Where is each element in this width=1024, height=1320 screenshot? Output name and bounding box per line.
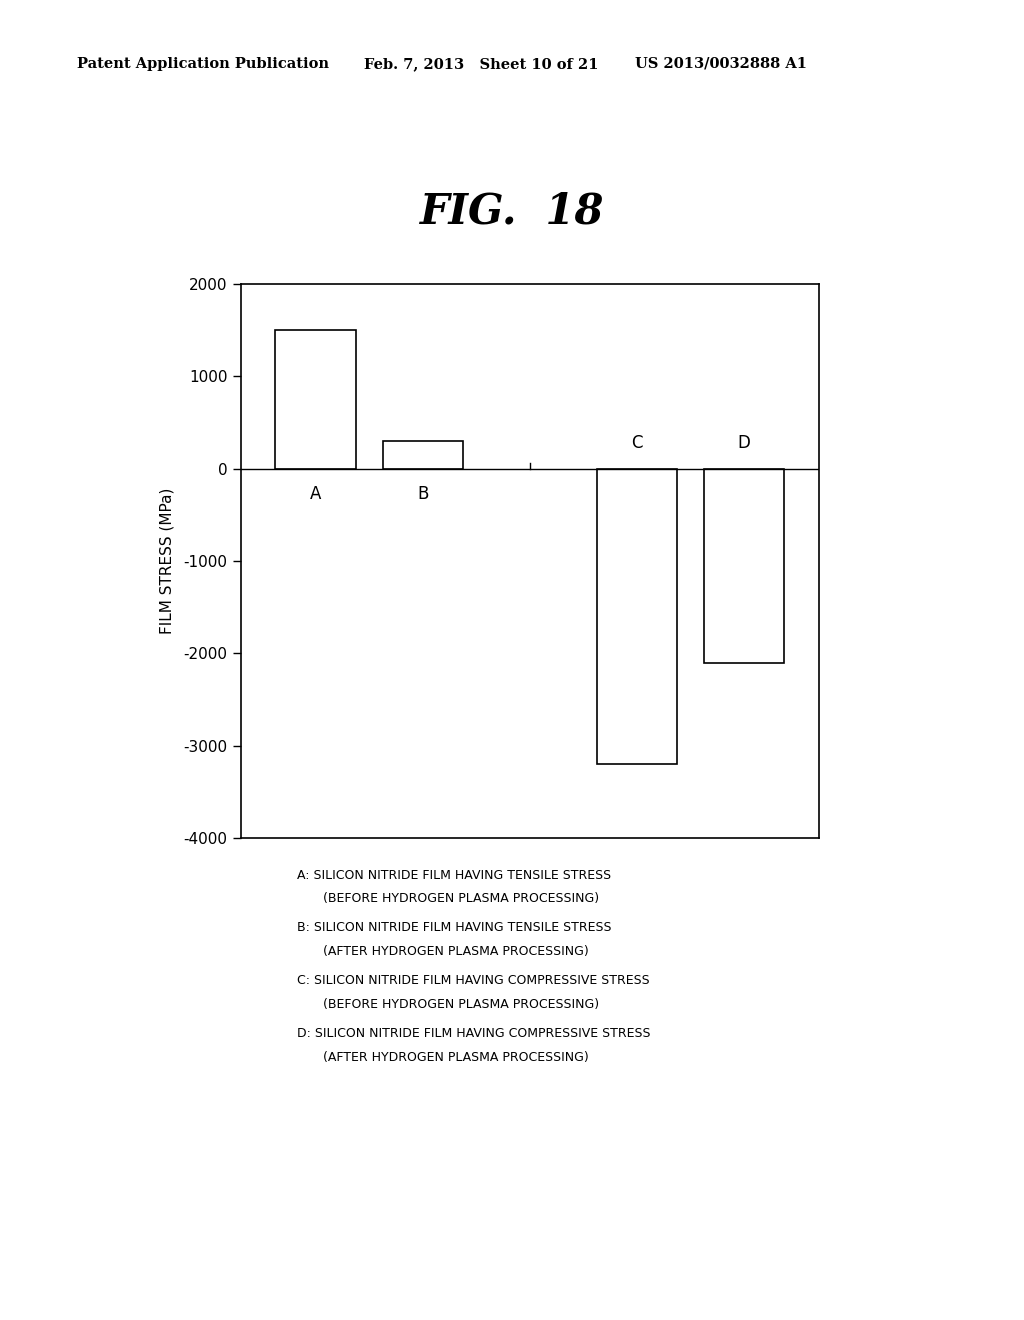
Text: A: A xyxy=(310,486,322,503)
Bar xyxy=(705,469,784,663)
Text: C: SILICON NITRIDE FILM HAVING COMPRESSIVE STRESS: C: SILICON NITRIDE FILM HAVING COMPRESSI… xyxy=(297,974,649,987)
Text: Patent Application Publication: Patent Application Publication xyxy=(77,57,329,71)
Bar xyxy=(275,330,355,469)
Bar xyxy=(597,469,677,764)
Text: D: D xyxy=(737,434,751,451)
Text: (BEFORE HYDROGEN PLASMA PROCESSING): (BEFORE HYDROGEN PLASMA PROCESSING) xyxy=(323,892,599,906)
Text: (BEFORE HYDROGEN PLASMA PROCESSING): (BEFORE HYDROGEN PLASMA PROCESSING) xyxy=(323,998,599,1011)
Text: D: SILICON NITRIDE FILM HAVING COMPRESSIVE STRESS: D: SILICON NITRIDE FILM HAVING COMPRESSI… xyxy=(297,1027,650,1040)
Text: (AFTER HYDROGEN PLASMA PROCESSING): (AFTER HYDROGEN PLASMA PROCESSING) xyxy=(323,1051,589,1064)
Text: B: SILICON NITRIDE FILM HAVING TENSILE STRESS: B: SILICON NITRIDE FILM HAVING TENSILE S… xyxy=(297,921,611,935)
Text: US 2013/0032888 A1: US 2013/0032888 A1 xyxy=(635,57,807,71)
Text: C: C xyxy=(632,434,643,451)
Bar xyxy=(383,441,463,469)
Text: Feb. 7, 2013   Sheet 10 of 21: Feb. 7, 2013 Sheet 10 of 21 xyxy=(364,57,598,71)
Y-axis label: FILM STRESS (MPa): FILM STRESS (MPa) xyxy=(160,488,175,634)
Text: B: B xyxy=(417,486,428,503)
Text: FIG.  18: FIG. 18 xyxy=(420,190,604,232)
Text: A: SILICON NITRIDE FILM HAVING TENSILE STRESS: A: SILICON NITRIDE FILM HAVING TENSILE S… xyxy=(297,869,611,882)
Text: (AFTER HYDROGEN PLASMA PROCESSING): (AFTER HYDROGEN PLASMA PROCESSING) xyxy=(323,945,589,958)
